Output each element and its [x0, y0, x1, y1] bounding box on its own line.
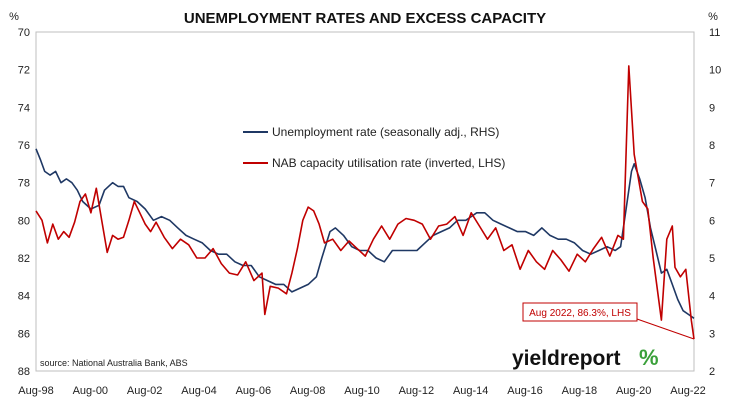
annotation: Aug 2022, 86.3%, LHS	[522, 302, 695, 340]
left-axis: 70 72 74 76 78 80 82 84 86 88	[18, 27, 30, 378]
x-tick-label: Aug-02	[127, 385, 162, 397]
right-tick-label: 7	[709, 178, 715, 190]
right-tick-label: 2	[709, 366, 715, 378]
x-tick-label: Aug-14	[453, 385, 488, 397]
right-tick-label: 4	[709, 291, 715, 303]
series-layer	[35, 65, 695, 340]
x-tick-label: Aug-18	[562, 385, 597, 397]
annotation-arrow	[636, 318, 695, 340]
legend-label-unemployment: Unemployment rate (seasonally adj., RHS)	[272, 125, 499, 139]
x-axis: Aug-98 Aug-00 Aug-02 Aug-04 Aug-06 Aug-08 Aug-…	[18, 385, 706, 397]
legend-label-nab: NAB capacity utilisation rate (inverted,…	[272, 156, 505, 170]
watermark-word: yieldreport	[512, 347, 621, 370]
right-tick-label: 8	[709, 140, 715, 152]
x-tick-label: Aug-10	[344, 385, 379, 397]
x-tick-label: Aug-20	[616, 385, 651, 397]
left-tick-label: 82	[18, 253, 30, 265]
right-tick-label: 10	[709, 65, 721, 77]
x-tick-label: Aug-22	[670, 385, 705, 397]
left-tick-label: 88	[18, 366, 30, 378]
legend: Unemployment rate (seasonally adj., RHS)…	[243, 125, 505, 170]
left-unit-label: %	[9, 11, 19, 23]
right-tick-label: 3	[709, 328, 715, 340]
left-tick-label: 70	[18, 27, 30, 39]
watermark-logo: yieldreport %	[512, 345, 659, 370]
series-line-unemployment	[35, 148, 695, 319]
left-tick-label: 86	[18, 328, 30, 340]
watermark-symbol: %	[639, 345, 659, 370]
x-tick-label: Aug-08	[290, 385, 325, 397]
chart-title: UNEMPLOYMENT RATES AND EXCESS CAPACITY	[184, 10, 546, 27]
right-tick-label: 9	[709, 102, 715, 114]
right-tick-label: 5	[709, 253, 715, 265]
x-tick-label: Aug-98	[18, 385, 53, 397]
left-tick-label: 80	[18, 215, 30, 227]
x-tick-label: Aug-12	[399, 385, 434, 397]
source-note: source: National Australia Bank, ABS	[40, 358, 188, 368]
annotation-box	[522, 302, 638, 322]
x-tick-label: Aug-04	[181, 385, 216, 397]
right-unit-label: %	[708, 11, 718, 23]
x-tick-label: Aug-16	[507, 385, 542, 397]
left-tick-label: 72	[18, 65, 30, 77]
x-tick-label: Aug-06	[236, 385, 271, 397]
left-tick-label: 76	[18, 140, 30, 152]
right-tick-label: 6	[709, 215, 715, 227]
left-tick-label: 84	[18, 291, 30, 303]
left-tick-label: 78	[18, 178, 30, 190]
annotation-text: Aug 2022, 86.3%, LHS	[529, 308, 631, 319]
plot-area	[35, 31, 695, 372]
left-tick-label: 74	[18, 102, 30, 114]
series-line-nab-capacity	[35, 65, 695, 340]
right-tick-label: 11	[709, 27, 720, 39]
x-tick-label: Aug-00	[73, 385, 108, 397]
right-axis: 11 10 9 8 7 6 5 4 3 2	[709, 27, 721, 378]
